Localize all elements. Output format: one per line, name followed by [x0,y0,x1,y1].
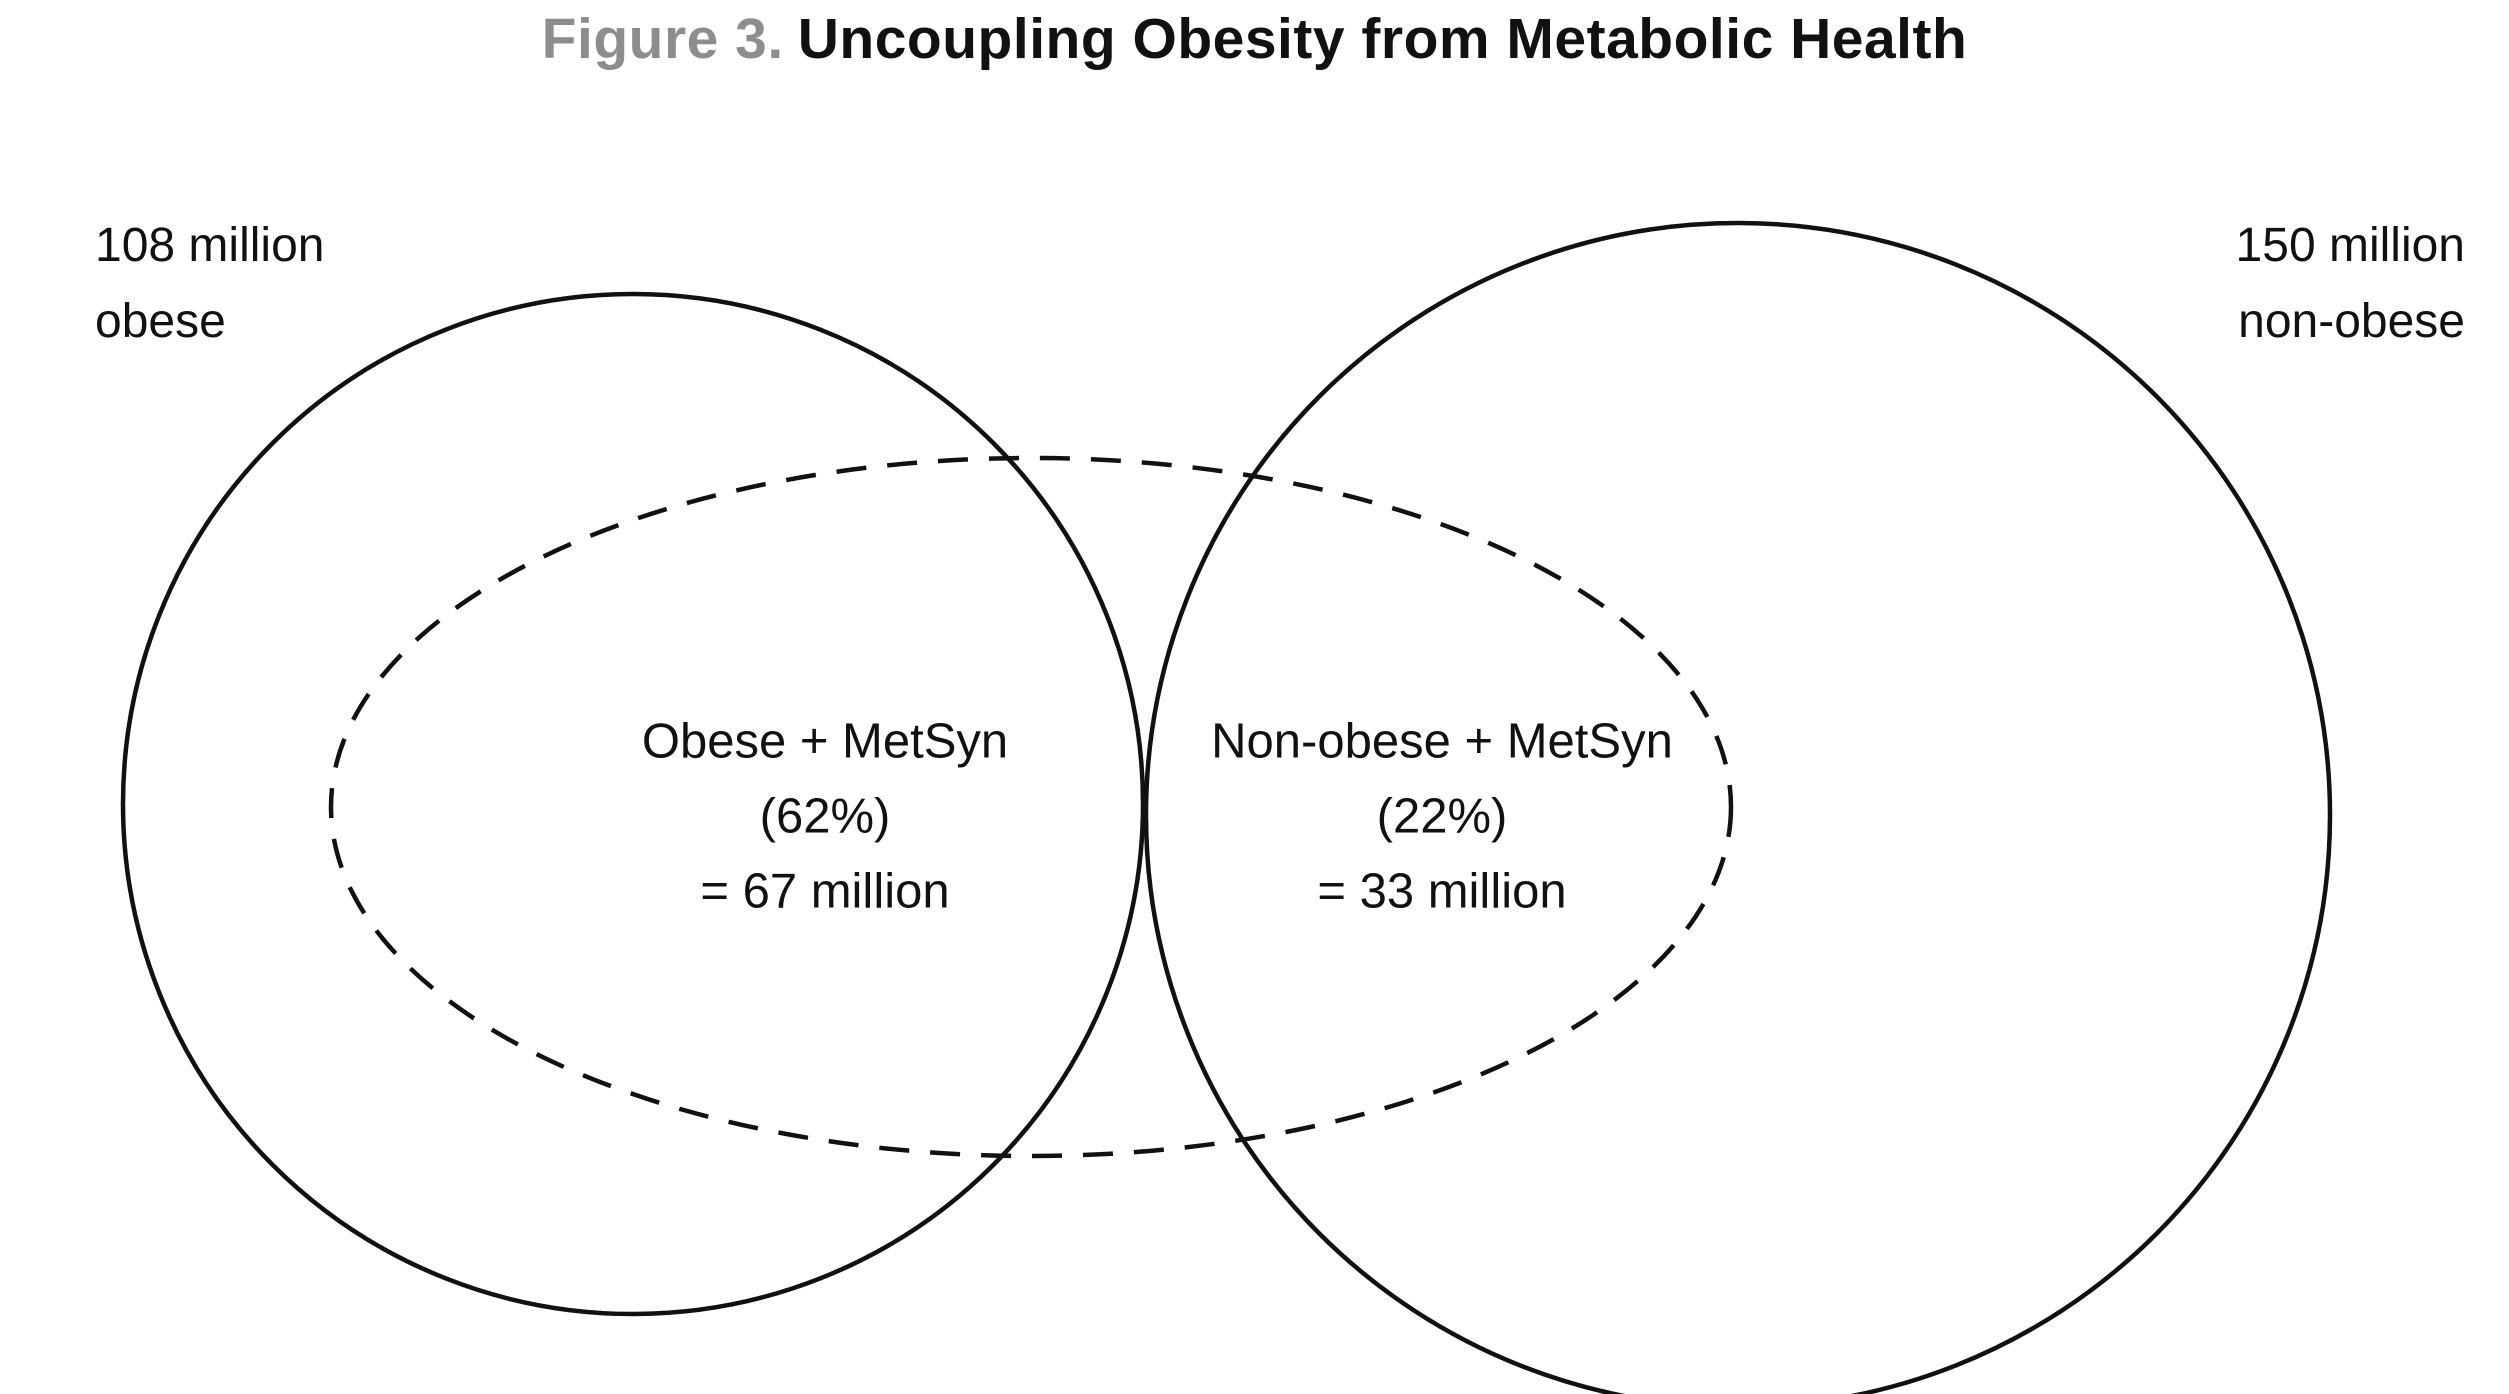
figure-title-text: Uncoupling Obesity from Metabolic Health [797,7,1968,71]
non-obese-circle-label-line1: 150 million [2235,219,2465,272]
obese-metsyn-line3: = 67 million [700,864,950,919]
nonobese-metsyn-annotation: Non-obese + MetSyn (22%) = 33 million [1211,705,1673,930]
obese-circle-label: 108 million obese [95,208,324,360]
obese-metsyn-line1: Obese + MetSyn [641,714,1009,769]
metsyn-dashed-ellipse [328,455,1734,1159]
non-obese-circle [1143,220,2333,1394]
obese-circle-label-line2: obese [95,295,226,348]
obese-metsyn-line2: (62%) [759,789,891,844]
nonobese-metsyn-line1: Non-obese + MetSyn [1211,714,1673,769]
obese-circle-label-line1: 108 million [95,219,325,272]
obese-metsyn-annotation: Obese + MetSyn (62%) = 67 million [642,705,1008,930]
figure-number: Figure 3. [541,7,784,71]
figure-title: Figure 3. Uncoupling Obesity from Metabol… [0,6,2509,72]
nonobese-metsyn-line3: = 33 million [1317,864,1567,919]
obese-circle [120,291,1146,1317]
nonobese-metsyn-line2: (22%) [1376,789,1508,844]
non-obese-circle-label: 150 million non-obese [2236,208,2465,360]
non-obese-circle-label-line2: non-obese [2238,295,2465,348]
